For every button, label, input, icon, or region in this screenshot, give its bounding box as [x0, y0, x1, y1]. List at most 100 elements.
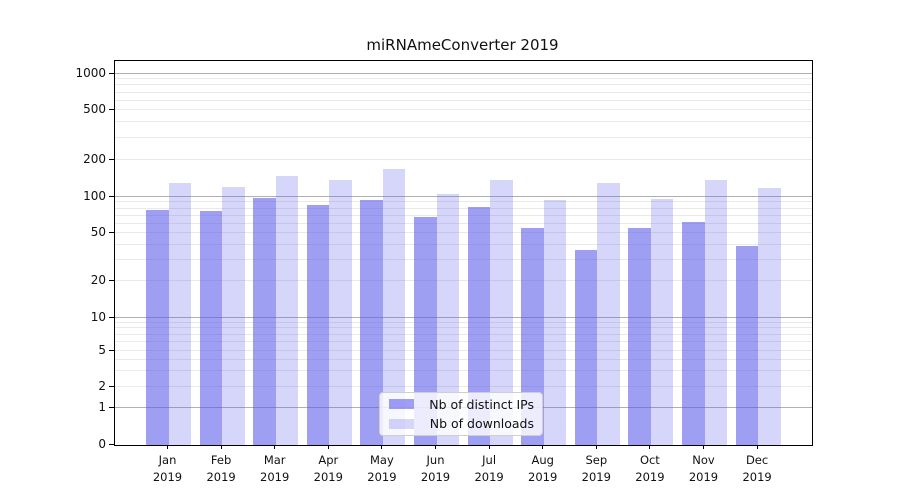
x-tick-mark-may [381, 445, 383, 449]
y-tick-mark-0 [109, 444, 114, 445]
x-tick-mark-aug [542, 445, 544, 449]
x-tick-mark-jul [488, 445, 490, 449]
x-tick-mark-feb [220, 445, 222, 449]
x-tick-mark-jan [167, 445, 168, 449]
gridline-minor-500 [115, 109, 812, 111]
y-tick-label-200: 200 [83, 151, 106, 166]
y-tick-mark-500 [109, 109, 114, 111]
x-tick-month: May [370, 453, 394, 467]
bar-distinct-ips-apr [306, 205, 330, 445]
x-tick-mark-oct [649, 445, 651, 449]
x-tick-year: 2019 [367, 470, 397, 484]
x-tick-label-apr: Apr 2019 [300, 452, 356, 486]
x-tick-month: Feb [210, 453, 232, 467]
x-tick-year: 2019 [260, 470, 290, 484]
gridline-minor-80 [115, 207, 812, 209]
gridline-minor-90 [115, 201, 812, 203]
gridline-major-1000 [115, 72, 812, 74]
bar-distinct-ips-dec [735, 246, 759, 445]
legend: Nb of distinct IPs Nb of downloads [379, 392, 543, 436]
x-tick-label-feb: Feb 2019 [193, 452, 249, 486]
y-tick-mark-10 [109, 316, 114, 318]
y-tick-label-10: 10 [90, 309, 106, 324]
bar-downloads-jun [436, 194, 459, 445]
bar-distinct-ips-mar [253, 198, 276, 445]
gridline-minor-60 [115, 222, 812, 224]
y-tick-label-2: 2 [98, 379, 106, 393]
x-tick-month: Mar [263, 453, 286, 467]
gridline-minor-3 [115, 369, 812, 371]
gridline-minor-40 [115, 243, 812, 245]
gridline-minor-800 [115, 84, 812, 86]
legend-entry-distinct-ips: Nb of distinct IPs [389, 396, 534, 413]
y-tick-mark-1 [109, 407, 114, 409]
gridline-minor-900 [115, 78, 812, 80]
bar-downloads-jan [168, 182, 191, 445]
x-tick-mark-dec [756, 445, 758, 449]
gridline-major-100 [115, 195, 812, 197]
x-tick-mark-nov [703, 445, 704, 449]
y-tick-mark-200 [109, 158, 114, 160]
x-tick-month: Nov [692, 453, 715, 467]
x-tick-label-jul: Jul 2019 [461, 452, 517, 486]
bar-downloads-may [382, 169, 406, 445]
gridline-minor-400 [115, 121, 812, 123]
y-tick-mark-2 [109, 386, 114, 387]
bar-downloads-oct [650, 198, 674, 445]
legend-swatch-distinct-ips [389, 399, 414, 410]
bar-downloads-aug [543, 199, 567, 445]
bar-distinct-ips-nov [682, 222, 705, 445]
x-tick-month: Apr [318, 453, 339, 467]
gridline-minor-300 [115, 136, 812, 138]
x-tick-month: Sep [585, 453, 608, 467]
y-tick-label-1: 1 [98, 400, 106, 415]
x-tick-label-sep: Sep 2019 [568, 452, 624, 486]
x-tick-year: 2019 [581, 470, 611, 484]
legend-entry-downloads: Nb of downloads [389, 416, 534, 433]
bar-downloads-sep [597, 183, 620, 445]
bar-downloads-feb [222, 186, 245, 445]
chart-title: miRNAmeConverter 2019 [366, 36, 559, 54]
gridline-minor-6 [115, 341, 812, 343]
x-tick-month: Jul [482, 453, 497, 467]
y-tick-mark-50 [109, 232, 114, 234]
y-tick-mark-20 [109, 279, 114, 281]
x-tick-year: 2019 [152, 470, 183, 484]
bar-distinct-ips-may [360, 200, 383, 445]
x-tick-year: 2019 [474, 470, 504, 484]
x-tick-year: 2019 [420, 470, 451, 484]
x-tick-month: Oct [639, 453, 660, 467]
gridline-minor-200 [115, 158, 812, 160]
legend-swatch-downloads [389, 418, 414, 429]
x-tick-year: 2019 [313, 470, 343, 484]
x-tick-label-mar: Mar 2019 [247, 452, 303, 486]
gridline-minor-50 [115, 232, 812, 234]
x-tick-label-aug: Aug 2019 [515, 452, 571, 486]
x-tick-month: Aug [531, 453, 554, 467]
y-tick-mark-1000 [109, 72, 114, 74]
x-tick-month: Jan [158, 453, 177, 467]
x-tick-mark-mar [274, 445, 276, 449]
bar-distinct-ips-jun [414, 217, 437, 445]
x-tick-label-may: May 2019 [354, 452, 410, 486]
gridline-minor-700 [115, 91, 812, 93]
x-tick-month: Jun [426, 453, 445, 467]
y-tick-label-1000: 1000 [75, 65, 106, 80]
y-tick-label-0: 0 [98, 437, 106, 451]
x-tick-year: 2019 [528, 470, 558, 484]
bar-distinct-ips-sep [574, 250, 598, 445]
gridline-minor-600 [115, 99, 812, 101]
x-tick-year: 2019 [688, 470, 719, 484]
gridline-minor-20 [115, 279, 812, 281]
gridline-major-10 [115, 316, 812, 318]
x-tick-label-oct: Oct 2019 [622, 452, 678, 486]
bar-downloads-nov [704, 179, 727, 445]
plot-area: Nb of distinct IPs Nb of downloads [114, 60, 813, 446]
y-tick-label-100: 100 [83, 188, 106, 203]
legend-label-distinct-ips: Nb of distinct IPs [429, 396, 534, 412]
y-tick-label-500: 500 [83, 102, 106, 117]
y-tick-label-20: 20 [90, 272, 106, 287]
gridline-minor-30 [115, 258, 812, 260]
x-tick-label-dec: Dec 2019 [729, 452, 785, 486]
